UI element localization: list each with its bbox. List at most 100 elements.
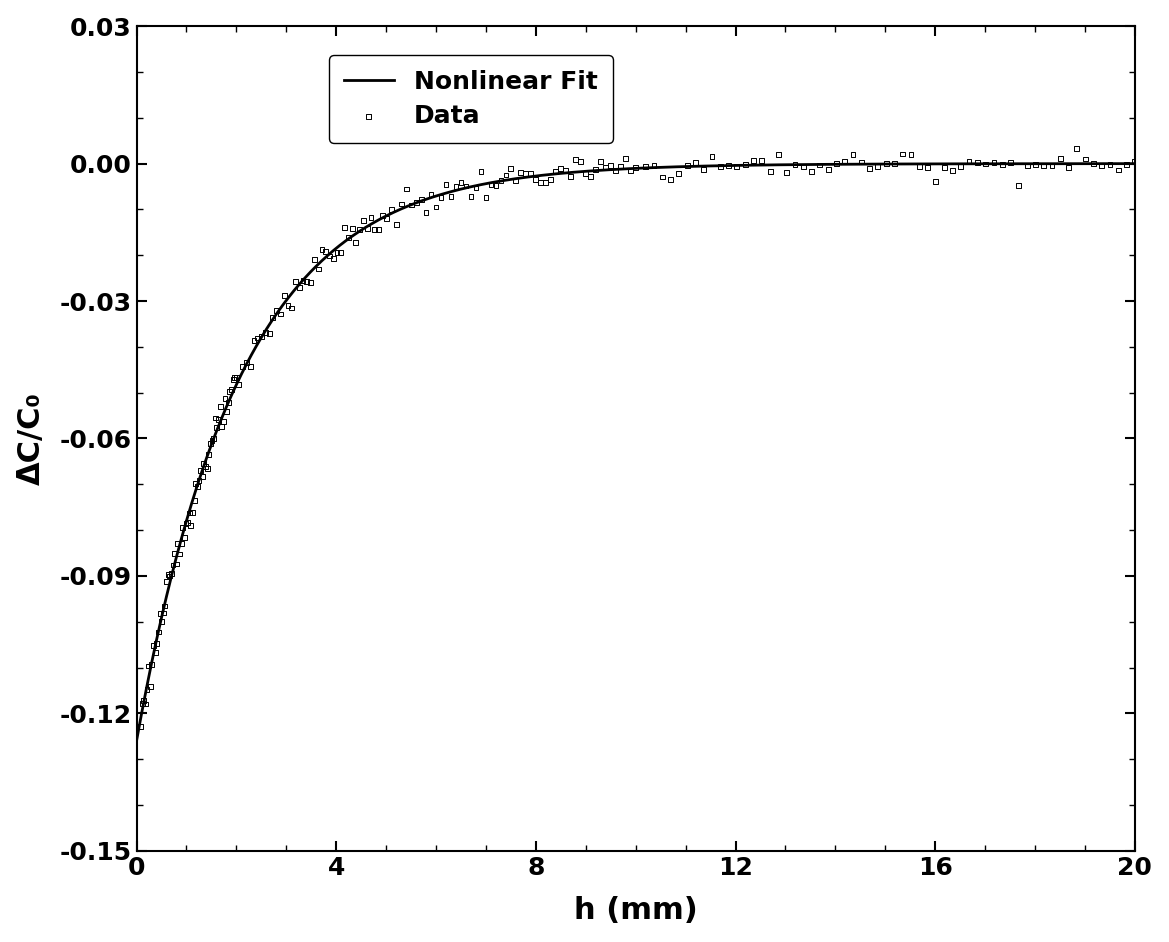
Y-axis label: ΔC/C₀: ΔC/C₀	[16, 392, 46, 485]
Data	[506, 173, 525, 188]
Data	[193, 469, 212, 484]
Data	[278, 299, 297, 314]
Data	[486, 178, 505, 193]
Data	[229, 377, 248, 392]
Data	[703, 149, 721, 164]
Data	[222, 382, 241, 397]
Data	[200, 447, 219, 463]
Data	[526, 172, 545, 187]
Data	[935, 160, 954, 175]
Data	[210, 399, 229, 414]
Data	[373, 208, 392, 223]
Data	[769, 147, 788, 162]
Data	[134, 692, 153, 707]
Data	[992, 157, 1011, 172]
Data	[818, 162, 837, 177]
Data	[346, 235, 365, 250]
Data	[361, 209, 380, 224]
Nonlinear Fit	[1099, 158, 1113, 170]
Data	[180, 506, 199, 521]
Data	[794, 159, 812, 174]
Line: Nonlinear Fit: Nonlinear Fit	[137, 164, 1135, 740]
Data	[572, 154, 590, 169]
Data	[201, 436, 220, 451]
Data	[141, 678, 160, 693]
Data	[186, 477, 205, 492]
Data	[556, 163, 575, 178]
Data	[260, 326, 278, 341]
Data	[636, 158, 655, 173]
Data	[172, 536, 191, 551]
Data	[392, 197, 410, 212]
Data	[324, 251, 343, 266]
Data	[226, 370, 244, 385]
Data	[447, 179, 465, 194]
Data	[611, 158, 630, 173]
Data	[366, 222, 385, 237]
Data	[1126, 154, 1144, 170]
Data	[927, 174, 946, 189]
Data	[416, 204, 435, 219]
Data	[189, 473, 208, 488]
Data	[184, 505, 202, 520]
Data	[198, 461, 216, 476]
Data	[552, 160, 570, 175]
Data	[159, 567, 178, 582]
Data	[1109, 162, 1128, 177]
Data	[1101, 156, 1120, 171]
Data	[221, 384, 240, 399]
Data	[761, 164, 780, 179]
Data	[407, 195, 426, 210]
Data	[256, 325, 275, 340]
Data	[138, 682, 157, 697]
Data	[517, 167, 535, 182]
Data	[396, 182, 415, 197]
Data	[196, 459, 215, 474]
Data	[919, 160, 938, 175]
Data	[422, 187, 441, 203]
Data	[309, 262, 327, 277]
Data	[208, 420, 227, 435]
X-axis label: h (mm): h (mm)	[574, 897, 698, 925]
Data	[151, 607, 170, 622]
Data	[1043, 157, 1061, 172]
Data	[777, 165, 796, 180]
Data	[451, 174, 470, 189]
Data	[976, 156, 995, 171]
Data	[521, 166, 540, 181]
Data	[143, 657, 161, 672]
Data	[502, 161, 520, 176]
Data	[167, 557, 186, 572]
Data	[155, 598, 174, 613]
Data	[317, 244, 336, 259]
Data	[662, 172, 680, 187]
Nonlinear Fit	[130, 735, 144, 746]
Data	[909, 159, 928, 174]
Data	[786, 156, 804, 171]
Data	[844, 147, 863, 162]
Data	[139, 658, 158, 674]
Data	[901, 147, 920, 162]
Data	[157, 574, 175, 589]
Data	[727, 159, 746, 174]
Data	[268, 303, 286, 318]
Data	[343, 220, 361, 236]
Data	[411, 192, 430, 207]
Data	[244, 333, 263, 348]
Data	[541, 172, 560, 187]
Data	[437, 177, 456, 192]
Data	[537, 175, 555, 190]
Data	[175, 530, 194, 545]
Data	[154, 606, 173, 621]
Data	[144, 638, 162, 653]
Data	[147, 636, 166, 651]
Data	[852, 154, 871, 170]
Data	[592, 154, 610, 169]
Data	[1035, 158, 1053, 173]
Data	[358, 221, 376, 236]
Data	[382, 202, 401, 217]
Data	[753, 153, 772, 168]
Data	[253, 330, 271, 345]
Data	[497, 168, 516, 183]
Data	[532, 175, 551, 190]
